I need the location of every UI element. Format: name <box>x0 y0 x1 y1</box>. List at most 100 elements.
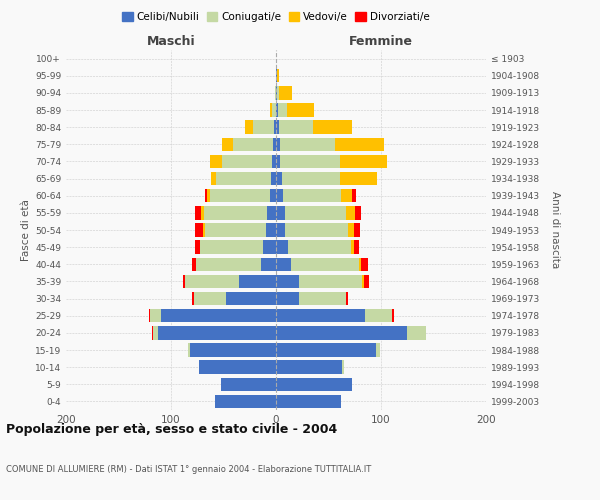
Bar <box>203 206 266 220</box>
Bar <box>274 120 276 134</box>
Bar <box>276 326 407 340</box>
Text: Maschi: Maschi <box>146 36 196 49</box>
Bar <box>150 309 161 322</box>
Bar <box>262 258 276 271</box>
Bar <box>279 120 313 134</box>
Bar <box>287 104 314 117</box>
Y-axis label: Fasce di età: Fasce di età <box>21 199 31 261</box>
Bar <box>223 138 233 151</box>
Bar <box>196 258 262 271</box>
Bar <box>275 86 276 100</box>
Bar <box>276 189 283 202</box>
Bar <box>265 224 276 236</box>
Bar <box>206 189 210 202</box>
Bar <box>350 240 353 254</box>
Bar <box>276 378 352 391</box>
Bar <box>286 206 346 220</box>
Bar <box>276 138 280 151</box>
Bar <box>210 189 270 202</box>
Bar <box>205 224 265 236</box>
Bar <box>346 206 355 220</box>
Bar <box>200 240 263 254</box>
Bar <box>346 292 349 306</box>
Bar <box>272 104 276 117</box>
Bar <box>276 69 277 82</box>
Bar <box>161 309 276 322</box>
Bar <box>195 224 203 236</box>
Bar <box>216 172 271 186</box>
Bar <box>276 258 290 271</box>
Bar <box>361 258 368 271</box>
Bar <box>287 240 350 254</box>
Bar <box>354 240 359 254</box>
Bar <box>245 120 253 134</box>
Bar <box>149 309 150 322</box>
Bar <box>283 189 341 202</box>
Bar <box>270 104 272 117</box>
Bar <box>192 292 194 306</box>
Bar <box>340 154 388 168</box>
Bar <box>276 104 278 117</box>
Bar <box>271 172 276 186</box>
Bar <box>153 326 158 340</box>
Bar <box>185 274 239 288</box>
Bar <box>359 258 361 271</box>
Legend: Celibi/Nubili, Coniugati/e, Vedovi/e, Divorziati/e: Celibi/Nubili, Coniugati/e, Vedovi/e, Di… <box>118 8 434 26</box>
Bar <box>211 172 216 186</box>
Bar <box>266 206 276 220</box>
Bar <box>276 86 277 100</box>
Bar <box>280 154 340 168</box>
Y-axis label: Anni di nascita: Anni di nascita <box>550 192 560 268</box>
Bar <box>276 154 280 168</box>
Bar <box>286 224 349 236</box>
Bar <box>365 309 392 322</box>
Bar <box>354 224 360 236</box>
Bar <box>407 326 426 340</box>
Bar <box>283 172 340 186</box>
Bar <box>192 258 196 271</box>
Bar <box>276 240 287 254</box>
Bar <box>270 189 276 202</box>
Bar <box>239 274 276 288</box>
Bar <box>203 224 205 236</box>
Bar <box>277 86 279 100</box>
Bar <box>194 292 226 306</box>
Bar <box>195 206 202 220</box>
Bar <box>277 69 279 82</box>
Bar <box>210 154 223 168</box>
Bar <box>376 344 380 356</box>
Bar <box>152 326 153 340</box>
Bar <box>202 206 203 220</box>
Bar <box>205 189 206 202</box>
Bar <box>279 86 292 100</box>
Bar <box>352 189 356 202</box>
Bar <box>272 154 276 168</box>
Bar <box>158 326 276 340</box>
Bar <box>364 274 370 288</box>
Bar <box>276 394 341 408</box>
Bar <box>253 120 274 134</box>
Bar <box>290 258 359 271</box>
Bar <box>215 394 276 408</box>
Bar <box>313 120 352 134</box>
Bar <box>223 154 272 168</box>
Bar <box>280 138 335 151</box>
Bar <box>199 360 276 374</box>
Bar <box>226 292 276 306</box>
Bar <box>276 309 365 322</box>
Bar <box>278 104 287 117</box>
Bar <box>273 138 276 151</box>
Bar <box>340 172 377 186</box>
Bar <box>182 274 185 288</box>
Bar <box>276 360 342 374</box>
Bar <box>349 224 354 236</box>
Bar <box>195 240 200 254</box>
Bar <box>276 120 279 134</box>
Bar <box>221 378 276 391</box>
Bar <box>190 344 276 356</box>
Bar <box>276 224 286 236</box>
Bar <box>335 138 384 151</box>
Bar <box>233 138 273 151</box>
Bar <box>263 240 276 254</box>
Bar <box>355 206 361 220</box>
